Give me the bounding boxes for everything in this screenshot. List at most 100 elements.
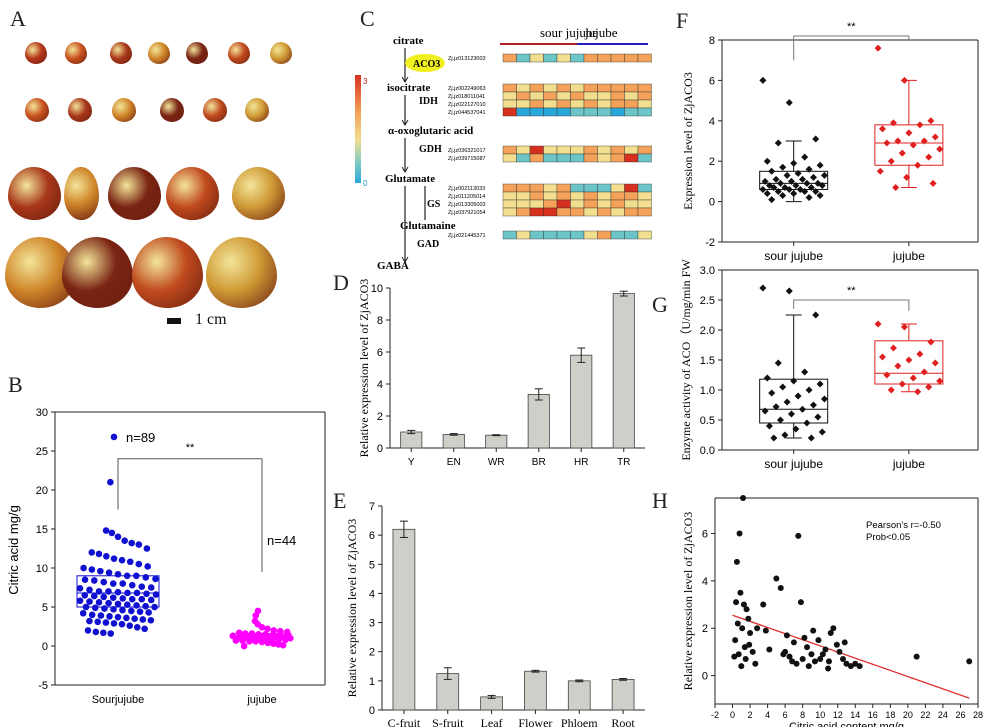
heatmap-cell (556, 53, 571, 63)
y-tick-label: 2.0 (700, 325, 715, 337)
heatmap-cell (529, 183, 544, 193)
data-point (801, 188, 809, 195)
data-point (752, 660, 759, 667)
heatmap-cell (583, 183, 598, 193)
gene-id-label: Zj.jz021445371 (448, 233, 486, 239)
y-tick-label: 8 (709, 35, 715, 47)
data-point (761, 177, 769, 185)
heatmap-cell (624, 53, 639, 63)
data-point (133, 602, 140, 609)
data-point (151, 603, 158, 611)
x-tick-label: sour jujube (764, 249, 823, 263)
x-tick-label: 20 (903, 710, 913, 720)
data-point (76, 597, 84, 605)
jujube-fruit-photo (64, 167, 99, 220)
heatmap-cell (637, 199, 652, 209)
heatmap-cell (516, 107, 531, 117)
x-tick-label: S-fruit (432, 716, 464, 727)
data-point (783, 398, 791, 406)
x-tick-label: TR (617, 457, 630, 468)
data-point (781, 431, 789, 439)
data-point (785, 99, 793, 107)
data-point (883, 139, 891, 147)
data-point (118, 620, 126, 628)
data-point (128, 607, 135, 615)
data-point (936, 377, 944, 385)
data-point (900, 76, 908, 84)
data-point (100, 629, 107, 637)
heatmap-cell (624, 91, 639, 101)
data-point (827, 629, 834, 636)
heatmap-cell (543, 207, 558, 217)
data-point (110, 606, 117, 613)
significance-label: Prob<0.05 (866, 532, 910, 543)
metabolite-label: α-oxoglutaric acid (388, 125, 473, 137)
data-point (774, 359, 782, 367)
data-point (152, 591, 160, 598)
heatmap-cell (570, 91, 585, 101)
heatmap-cell (502, 153, 517, 163)
x-tick-label: 24 (938, 710, 948, 720)
data-point (892, 183, 900, 191)
data-point (88, 611, 96, 619)
y-tick-label: 20 (36, 485, 48, 497)
y-tick-label: 2.5 (700, 295, 715, 307)
data-point (905, 356, 913, 364)
data-point (82, 603, 90, 611)
data-point (765, 422, 773, 430)
heatmap-cell (637, 183, 652, 193)
heatmap-cell (637, 207, 652, 217)
heatmap-cell (637, 191, 652, 201)
data-point (76, 584, 84, 592)
metabolite-label: Glutamate (385, 173, 435, 185)
data-point (95, 588, 103, 595)
y-axis-label: Relative expression level of ZjACO3 (357, 279, 371, 458)
data-point (894, 137, 902, 145)
y-tick-label: 4 (702, 576, 708, 588)
data-point (84, 627, 92, 634)
bar (527, 394, 550, 449)
data-point (735, 651, 742, 658)
metabolite-label: isocitrate (387, 82, 430, 94)
significance-bracket (793, 299, 910, 311)
heatmap-cell (583, 191, 598, 201)
colorbar-max: 3 (363, 77, 368, 86)
enzyme-label: GS (427, 199, 441, 210)
data-point (121, 537, 128, 544)
data-point (816, 380, 824, 388)
panel-label-h: H (652, 488, 668, 513)
data-point (747, 629, 754, 636)
y-tick-label: 2 (377, 411, 383, 423)
heatmap-cell (597, 191, 612, 201)
heatmap-cell (543, 145, 558, 155)
data-point (101, 605, 108, 612)
data-point (795, 532, 802, 539)
data-point (141, 625, 148, 633)
jujube-fruit-photo (270, 42, 292, 64)
heatmap-cell (516, 191, 531, 201)
heatmap-cell (637, 153, 652, 163)
y-tick-label: 4 (377, 379, 383, 391)
data-point (798, 405, 806, 413)
data-point (805, 165, 813, 173)
data-point (814, 413, 822, 421)
y-tick-label: 10 (36, 563, 48, 575)
data-point (106, 613, 113, 620)
heatmap-cell (516, 199, 531, 209)
data-point (123, 614, 130, 622)
heatmap-cell (502, 207, 517, 217)
y-tick-label: 1.0 (700, 385, 715, 397)
heatmap-cell (624, 153, 639, 163)
data-point (768, 167, 776, 175)
heatmap-cell (570, 83, 585, 93)
data-point (81, 592, 89, 599)
data-point (818, 181, 826, 189)
gene-id-label: Zj.jz036321017 (448, 148, 486, 154)
heatmap-cell (610, 53, 625, 63)
data-point (898, 380, 906, 388)
bar (392, 528, 416, 711)
heatmap-cell (529, 230, 544, 240)
data-point (763, 374, 771, 382)
heatmap-cell (516, 83, 531, 93)
heatmap-cell (570, 99, 585, 109)
